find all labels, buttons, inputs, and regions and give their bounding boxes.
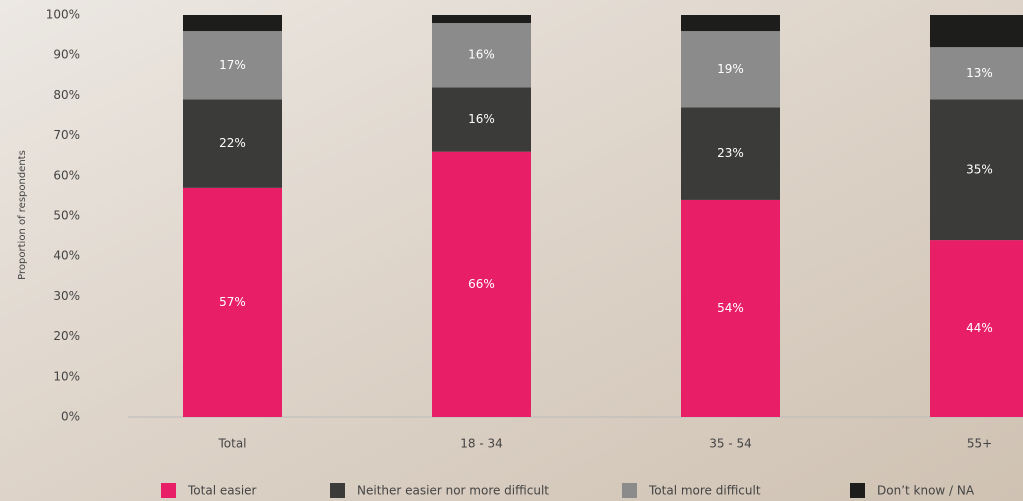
value-label: 23% xyxy=(717,146,744,160)
bar-segment xyxy=(681,199,780,417)
bar-segment xyxy=(432,23,531,88)
bar-segment xyxy=(432,151,531,417)
y-tick-label: 70% xyxy=(53,128,80,142)
bar-segment xyxy=(183,31,282,100)
bar-segment xyxy=(183,187,282,417)
y-tick-label: 0% xyxy=(61,410,80,424)
bar-segment xyxy=(681,107,780,200)
value-label: 66% xyxy=(468,277,495,291)
value-label: 44% xyxy=(966,321,993,335)
bar-segment xyxy=(930,99,1023,241)
legend-swatch xyxy=(622,483,637,498)
value-label: 16% xyxy=(468,48,495,62)
legend-label: Don’t know / NA xyxy=(877,484,975,498)
bar-segment xyxy=(930,47,1023,100)
y-tick-label: 80% xyxy=(53,88,80,102)
value-label: 57% xyxy=(219,295,246,309)
bar-segment xyxy=(930,240,1023,417)
bar-segment xyxy=(183,99,282,188)
x-tick-label: 18 - 34 xyxy=(460,437,503,451)
bar-segment xyxy=(681,31,780,108)
y-tick-label: 50% xyxy=(53,209,80,223)
bar-segment xyxy=(183,15,282,32)
y-tick-label: 10% xyxy=(53,369,80,383)
legend-label: Total easier xyxy=(187,484,257,498)
y-tick-label: 100% xyxy=(46,8,80,22)
value-label: 16% xyxy=(468,112,495,126)
bar-segment xyxy=(432,87,531,152)
y-tick-label: 30% xyxy=(53,289,80,303)
y-axis-label: Proportion of respondents xyxy=(17,150,28,280)
value-label: 54% xyxy=(717,301,744,315)
value-label: 22% xyxy=(219,136,246,150)
bar-segment xyxy=(432,15,531,24)
legend-swatch xyxy=(330,483,345,498)
legend-label: Neither easier nor more difficult xyxy=(357,484,549,498)
bar-segment xyxy=(930,15,1023,48)
y-tick-label: 60% xyxy=(53,168,80,182)
x-tick-label: Total xyxy=(217,437,246,451)
x-tick-label: 35 - 54 xyxy=(709,437,752,451)
value-label: 19% xyxy=(717,62,744,76)
legend-label: Total more difficult xyxy=(648,484,761,498)
legend-swatch xyxy=(850,483,865,498)
bar-segment xyxy=(681,15,780,32)
value-label: 13% xyxy=(966,66,993,80)
y-tick-label: 90% xyxy=(53,48,80,62)
value-label: 17% xyxy=(219,58,246,72)
value-label: 35% xyxy=(966,162,993,176)
legend-swatch xyxy=(161,483,176,498)
y-tick-label: 20% xyxy=(53,329,80,343)
x-tick-label: 55+ xyxy=(967,437,992,451)
y-tick-label: 40% xyxy=(53,249,80,263)
